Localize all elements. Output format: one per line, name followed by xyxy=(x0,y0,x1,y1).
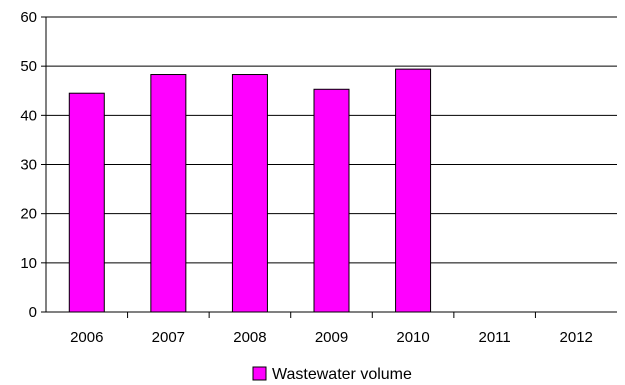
bars xyxy=(68,68,432,313)
bar-2008 xyxy=(231,74,268,313)
bar-2010 xyxy=(395,68,432,313)
x-tick-labels: 2006 2007 2008 2009 2010 2011 2012 xyxy=(70,312,593,346)
x-tick-label: 2010 xyxy=(396,329,429,346)
y-tick-label: 60 xyxy=(20,9,37,26)
x-tick-label: 2006 xyxy=(70,329,103,346)
legend-label: Wastewater volume xyxy=(272,366,412,383)
legend: Wastewater volume xyxy=(252,366,412,383)
x-tick-label: 2008 xyxy=(233,329,266,346)
y-tick-label: 50 xyxy=(20,58,37,75)
y-tick-label: 40 xyxy=(20,107,37,124)
x-tick-label: 2009 xyxy=(315,329,348,346)
y-tick-label: 20 xyxy=(20,206,37,223)
y-tick-label: 10 xyxy=(20,255,37,272)
x-tick-label: 2007 xyxy=(152,329,185,346)
y-tick-label: 0 xyxy=(29,304,37,321)
y-tick-label: 30 xyxy=(20,157,37,174)
x-tick-label: 2011 xyxy=(479,329,511,346)
bar-2007 xyxy=(150,74,187,313)
legend-swatch xyxy=(252,366,267,381)
bar-2006 xyxy=(68,92,105,313)
x-tick-label: 2012 xyxy=(560,329,593,346)
y-tick-labels: 0 10 20 30 40 50 60 xyxy=(20,9,46,321)
bar-2009 xyxy=(313,88,350,313)
